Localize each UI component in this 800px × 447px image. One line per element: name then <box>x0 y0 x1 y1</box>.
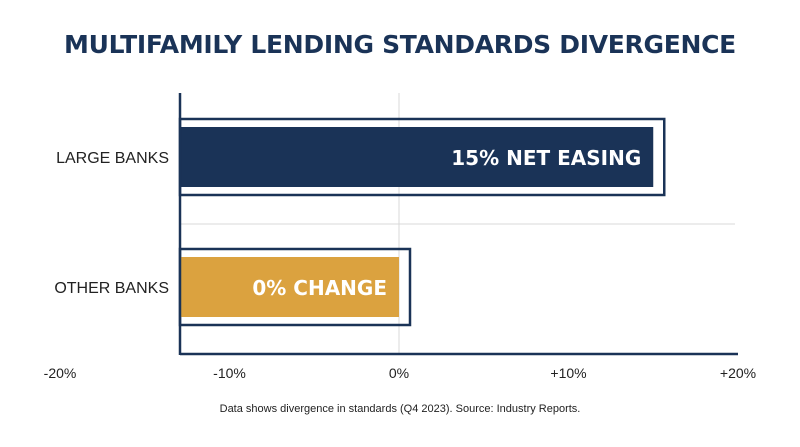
category-label-large-banks: LARGE BANKS <box>56 150 169 167</box>
bar-other-banks <box>180 257 399 317</box>
category-label-other-banks: OTHER BANKS <box>54 280 169 297</box>
x-tick-label: 0% <box>389 365 409 381</box>
chart-footnote: Data shows divergence in standards (Q4 2… <box>219 403 581 415</box>
chart-title: MULTIFAMILY LENDING STANDARDS DIVERGENCE <box>64 30 736 59</box>
data-label-large-banks: 15% NET EASING <box>451 146 641 170</box>
x-tick-label: +20% <box>720 365 756 381</box>
data-label-other-banks: 0% CHANGE <box>252 276 387 300</box>
labels: 15% NET EASING LARGE BANKS 0% CHANGE OTHER … <box>44 146 756 381</box>
x-tick-label: +10% <box>550 365 586 381</box>
x-tick-label: -10% <box>213 365 246 381</box>
bar-large-banks <box>180 127 654 187</box>
x-tick-label: -20% <box>44 365 77 381</box>
axes <box>178 93 738 356</box>
